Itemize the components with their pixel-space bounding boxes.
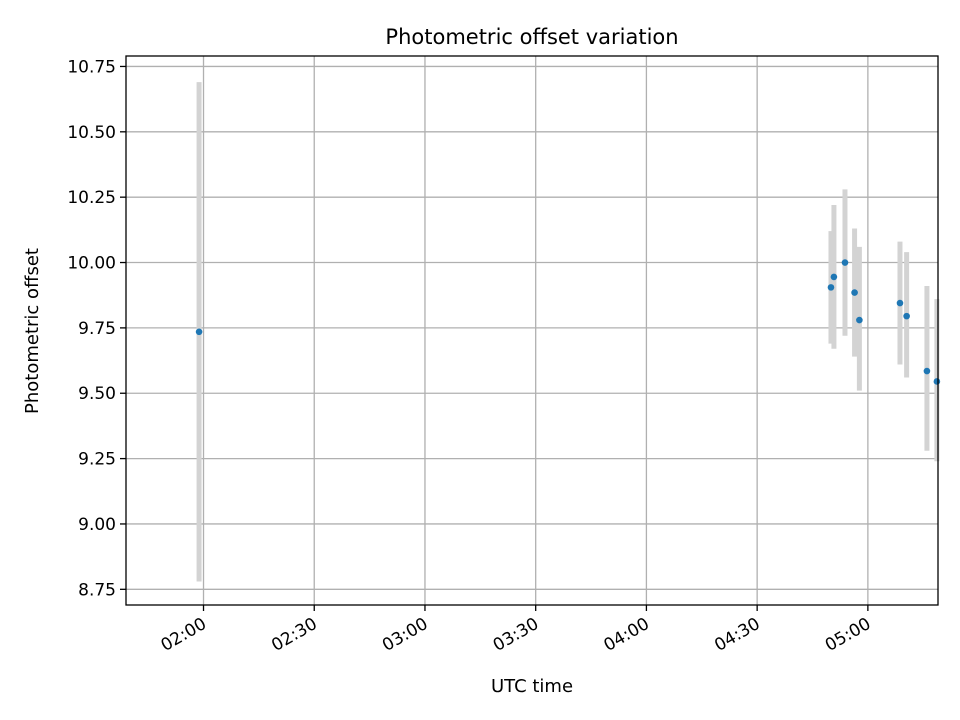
y-tick-label: 10.50 bbox=[67, 123, 116, 143]
data-point bbox=[830, 273, 838, 281]
y-tick-label: 10.00 bbox=[67, 254, 116, 274]
y-tick-label: 10.25 bbox=[67, 188, 116, 208]
data-point bbox=[195, 328, 203, 336]
data-point bbox=[856, 316, 863, 324]
data-point bbox=[923, 367, 931, 375]
plot-frame bbox=[125, 55, 939, 606]
y-tick-label: 10.75 bbox=[67, 57, 116, 77]
x-axis-label: UTC time bbox=[491, 676, 573, 697]
y-axis-label: Photometric offset bbox=[22, 248, 43, 414]
y-tick-label: 9.50 bbox=[78, 384, 116, 404]
y-tick-label: 9.75 bbox=[78, 319, 116, 339]
data-point bbox=[933, 378, 941, 385]
y-tick-label: 9.25 bbox=[78, 450, 116, 470]
data-point bbox=[841, 259, 849, 266]
chart-title: Photometric offset variation bbox=[385, 25, 678, 49]
y-axis-ticks: 8.75 9.00 9.25 9.50 9.75 10.00 10.25 10.50 10.75 bbox=[67, 57, 126, 600]
data-point bbox=[827, 284, 835, 291]
data-point bbox=[851, 289, 858, 296]
data-point bbox=[903, 312, 910, 320]
grid bbox=[126, 56, 938, 605]
data-points bbox=[195, 259, 941, 385]
y-tick-label: 8.75 bbox=[78, 580, 116, 600]
data-point bbox=[896, 299, 904, 307]
y-tick-label: 9.00 bbox=[78, 515, 116, 535]
